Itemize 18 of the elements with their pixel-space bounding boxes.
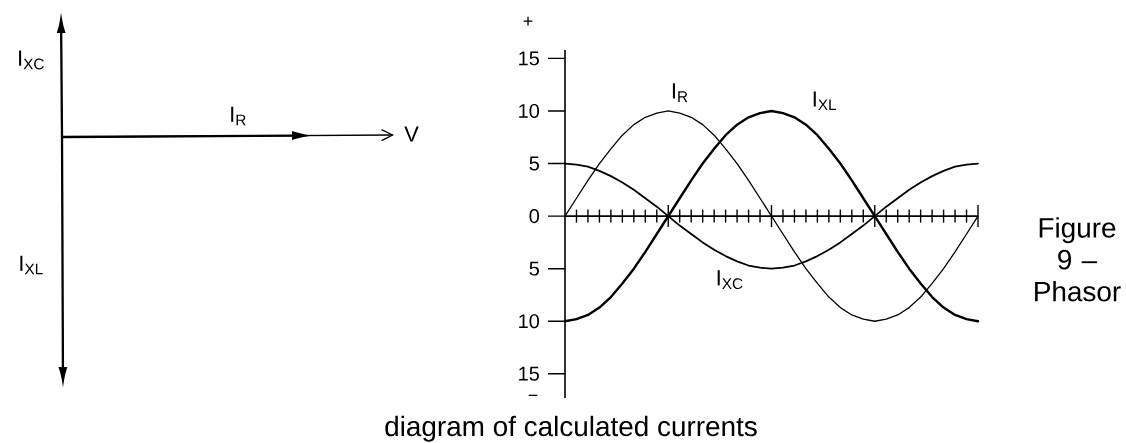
y-tick-label: 10 — [519, 103, 540, 119]
y-tick-label: 5 — [529, 156, 539, 171]
caption: Figure 9 – Phasor — [1035, 217, 1121, 302]
series-label: I$_{XC}$ — [717, 270, 743, 290]
y-tick-label: 15 — [519, 366, 539, 381]
series-label: I$_{R}$ — [672, 83, 688, 102]
text: I$_{XC}$ — [19, 50, 44, 70]
text: I$_{XL}$ — [20, 255, 43, 275]
text: + — [523, 16, 533, 26]
series-label: I$_{XL}$ — [813, 91, 837, 110]
y-tick-label: 5 — [529, 261, 539, 276]
text: V — [404, 126, 419, 142]
y-tick-label: 10 — [519, 314, 540, 329]
text: diagram of calculated currents — [385, 415, 757, 442]
y-tick-label: 15 — [519, 51, 539, 66]
y-tick-label: 0 — [529, 209, 540, 224]
text: − — [528, 394, 538, 396]
text: I$_{R}$ — [231, 106, 246, 126]
